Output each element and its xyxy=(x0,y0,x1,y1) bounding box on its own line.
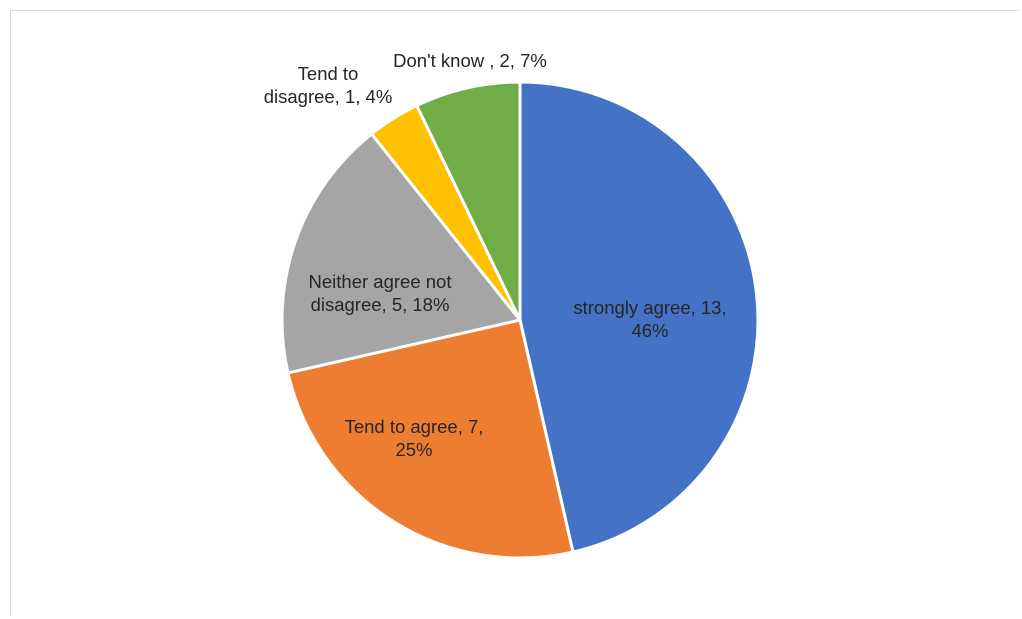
chart-frame xyxy=(10,10,1019,616)
data-label-line: disagree, 5, 18% xyxy=(311,294,450,315)
pie-slice-neither-agree-not-disagree xyxy=(280,132,522,375)
data-label-tend-to-disagree: Tend to disagree, 1, 4% xyxy=(264,63,393,107)
data-label-line: Tend to agree, 7, xyxy=(345,416,484,437)
pie-slice-tend-to-agree xyxy=(286,318,575,560)
data-label-line: disagree, 1, 4% xyxy=(264,86,393,107)
data-label-neither-agree-not-disagree: Neither agree not disagree, 5, 18% xyxy=(309,271,452,315)
data-label-strongly-agree: strongly agree, 13, 46% xyxy=(573,297,726,341)
pie-slices xyxy=(280,80,760,560)
pie-slice-don-t-know xyxy=(415,80,522,322)
data-label-tend-to-agree: Tend to agree, 7, 25% xyxy=(345,416,484,460)
data-label-line: 46% xyxy=(631,320,668,341)
pie-data-labels: strongly agree, 13, 46% Tend to agree, 7, 2… xyxy=(264,50,727,460)
data-label-line: Neither agree not xyxy=(309,271,452,292)
pie-slice-strongly-agree xyxy=(518,80,760,554)
data-label-line: strongly agree, 13, xyxy=(573,297,726,318)
data-label-line: Tend to xyxy=(298,63,359,84)
data-label-line: Don't know , 2, 7% xyxy=(393,50,547,71)
data-label-line: 25% xyxy=(395,439,432,460)
data-label-don-t-know: Don't know , 2, 7% xyxy=(393,50,547,71)
